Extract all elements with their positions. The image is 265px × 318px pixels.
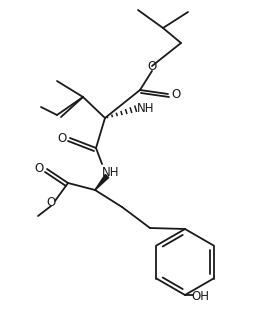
Text: O: O — [34, 162, 44, 176]
Text: O: O — [58, 132, 67, 144]
Polygon shape — [95, 175, 109, 190]
Text: OH: OH — [191, 289, 209, 302]
Text: O: O — [46, 197, 56, 210]
Text: O: O — [171, 88, 181, 101]
Text: O: O — [147, 59, 157, 73]
Text: NH: NH — [102, 165, 120, 178]
Text: NH: NH — [137, 101, 155, 114]
